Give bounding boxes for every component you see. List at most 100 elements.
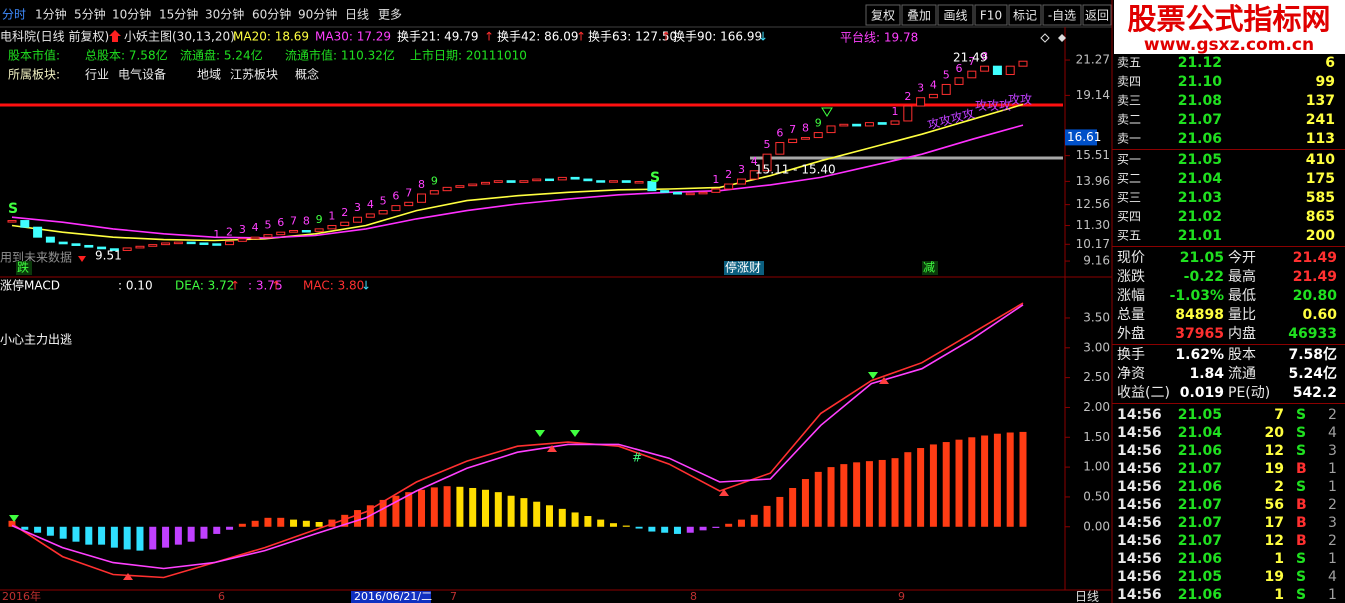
macd-bar xyxy=(72,526,80,542)
candle xyxy=(481,181,491,185)
trade-count: 1 xyxy=(1328,461,1337,477)
toolbar-button[interactable]: -自选 xyxy=(1048,9,1076,23)
macd-bar xyxy=(750,514,758,527)
stat-label: 收益(二) xyxy=(1117,385,1170,401)
candle xyxy=(685,192,695,196)
period-tab[interactable]: 1分钟 xyxy=(35,7,67,22)
toolbar-button-frame xyxy=(865,4,901,26)
period-tab[interactable]: 更多 xyxy=(378,8,402,22)
td-count: 1 xyxy=(328,210,335,223)
candle xyxy=(276,231,286,236)
indicator-line xyxy=(11,103,1024,242)
trade-volume: 12 xyxy=(1265,443,1284,459)
trade-side: S xyxy=(1296,551,1306,567)
period-tab[interactable]: 分时 xyxy=(2,8,26,22)
book-label: 买三 xyxy=(1117,191,1141,205)
macd-bar xyxy=(21,526,29,530)
up-arrow-icon xyxy=(719,489,729,496)
macd-bar xyxy=(226,526,234,530)
candle xyxy=(852,123,862,127)
period-tab[interactable]: 5分钟 xyxy=(74,7,106,22)
macd-bar xyxy=(929,444,937,527)
candle xyxy=(327,225,337,230)
indicator-line xyxy=(11,304,1024,570)
book-volume: 241 xyxy=(1306,112,1335,128)
macd-bar xyxy=(187,526,195,542)
macd-bar xyxy=(673,526,681,534)
down-arrow-icon xyxy=(868,372,878,379)
down-arrow-icon xyxy=(535,430,545,437)
macd-bar xyxy=(584,516,592,527)
macd-value: MAC: 3.80 xyxy=(303,279,364,293)
stat-value: 46933 xyxy=(1288,326,1337,342)
y-tick-label: 1.00 xyxy=(1083,460,1110,474)
trade-price: 21.07 xyxy=(1178,497,1222,513)
candle xyxy=(519,180,529,183)
toolbar-button[interactable]: 叠加 xyxy=(907,9,931,23)
period-label: 日线 xyxy=(1075,590,1099,603)
trade-count: 1 xyxy=(1328,587,1337,603)
diamond-icon xyxy=(1040,33,1050,43)
trade-price: 21.05 xyxy=(1178,569,1222,585)
td-count: 7 xyxy=(789,123,796,136)
info-arrow: ↓ xyxy=(758,30,768,44)
watermark-box xyxy=(1114,0,1345,54)
y-tick-label: 10.17 xyxy=(1076,237,1110,251)
trade-side: B xyxy=(1296,497,1307,513)
toolbar-button[interactable]: F10 xyxy=(980,9,1002,23)
trade-count: 1 xyxy=(1328,551,1337,567)
period-tab[interactable]: 30分钟 xyxy=(205,7,244,22)
trade-time: 14:56 xyxy=(1117,407,1162,423)
trade-price: 21.04 xyxy=(1178,425,1223,441)
td-count: 2 xyxy=(341,206,348,219)
arrow-icon xyxy=(78,256,86,262)
macd-bar xyxy=(699,526,707,531)
period-tab[interactable]: 日线 xyxy=(345,8,369,22)
stat-value: 0.019 xyxy=(1180,385,1224,401)
info-item: 换手42: 86.09 xyxy=(497,30,578,44)
toolbar-button[interactable]: 返回 xyxy=(1085,9,1109,23)
td-count: 2 xyxy=(226,225,233,238)
macd-bar xyxy=(622,525,630,527)
period-tab[interactable]: 60分钟 xyxy=(252,7,291,22)
macd-bar xyxy=(264,517,272,527)
toolbar-button[interactable]: 复权 xyxy=(871,9,895,23)
period-tab[interactable]: 15分钟 xyxy=(159,7,198,22)
annotation: 攻攻攻 xyxy=(975,99,1011,113)
cursor-price-box xyxy=(1065,129,1097,146)
stat-value: 21.05 xyxy=(1180,250,1224,266)
candle xyxy=(353,216,363,223)
macd-bar xyxy=(110,526,118,548)
macd-bar xyxy=(315,521,323,527)
book-label: 卖二 xyxy=(1117,113,1141,127)
trade-side: S xyxy=(1296,569,1306,585)
toolbar-button[interactable]: 标记 xyxy=(1013,9,1037,23)
toolbar-button[interactable]: 画线 xyxy=(943,9,967,23)
info-item: 换手90: 166.99 xyxy=(673,30,762,44)
stat-label: 最低 xyxy=(1228,288,1256,304)
trade-time: 14:56 xyxy=(1117,497,1162,513)
trade-volume: 19 xyxy=(1265,461,1284,477)
sector: 行业 xyxy=(85,68,109,82)
stat-value: 84898 xyxy=(1175,307,1224,323)
trade-count: 1 xyxy=(1328,479,1337,495)
macd-bar xyxy=(430,487,438,527)
candle xyxy=(186,241,196,245)
tag-box xyxy=(724,261,764,275)
book-label: 卖三 xyxy=(1117,94,1141,108)
info-item: MA20: 18.69 xyxy=(233,30,309,44)
td-count: 5 xyxy=(943,68,950,81)
macd-mark: # xyxy=(632,451,642,465)
macd-bar xyxy=(776,496,784,527)
period-tab[interactable]: 90分钟 xyxy=(298,7,337,22)
down-arrow-icon xyxy=(9,515,19,522)
trade-side: S xyxy=(1296,407,1306,423)
candle xyxy=(980,65,990,72)
y-tick-label: 0.00 xyxy=(1083,519,1110,533)
period-tab[interactable]: 10分钟 xyxy=(112,7,151,22)
candle xyxy=(468,183,478,187)
macd-bar xyxy=(725,523,733,527)
toolbar-button-frame xyxy=(1042,4,1082,26)
td-count: 6 xyxy=(776,127,783,140)
candle xyxy=(813,132,823,139)
